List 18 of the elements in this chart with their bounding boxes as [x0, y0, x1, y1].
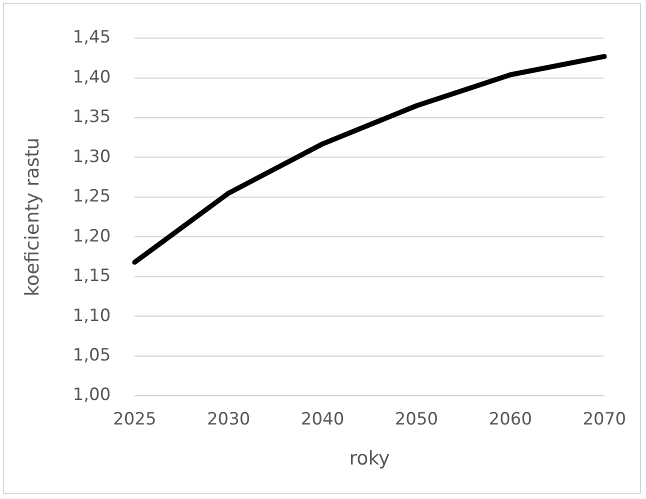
y-tick-label: 1,45 [72, 28, 111, 48]
x-tick-label: 2060 [488, 409, 532, 430]
y-tick-label: 1,15 [72, 266, 111, 286]
y-tick-label: 1,30 [72, 146, 111, 167]
y-tick-label: 1,20 [72, 226, 111, 246]
y-tick-label: 1,40 [72, 67, 111, 88]
y-tick-label: 1,05 [72, 345, 111, 366]
x-tick-label: 2050 [394, 409, 438, 430]
y-tick-label: 1,00 [72, 385, 111, 406]
x-axis-title: roky [349, 448, 390, 470]
x-tick-label: 2070 [582, 409, 626, 430]
y-axis-title: koeficienty rastu [21, 138, 44, 296]
x-tick-label: 2040 [300, 409, 344, 430]
x-tick-label: 2030 [206, 409, 250, 430]
y-tick-label: 1,35 [72, 107, 111, 128]
y-tick-label: 1,25 [72, 186, 111, 207]
y-tick-label: 1,10 [72, 306, 111, 326]
x-tick-label: 2025 [113, 409, 156, 430]
